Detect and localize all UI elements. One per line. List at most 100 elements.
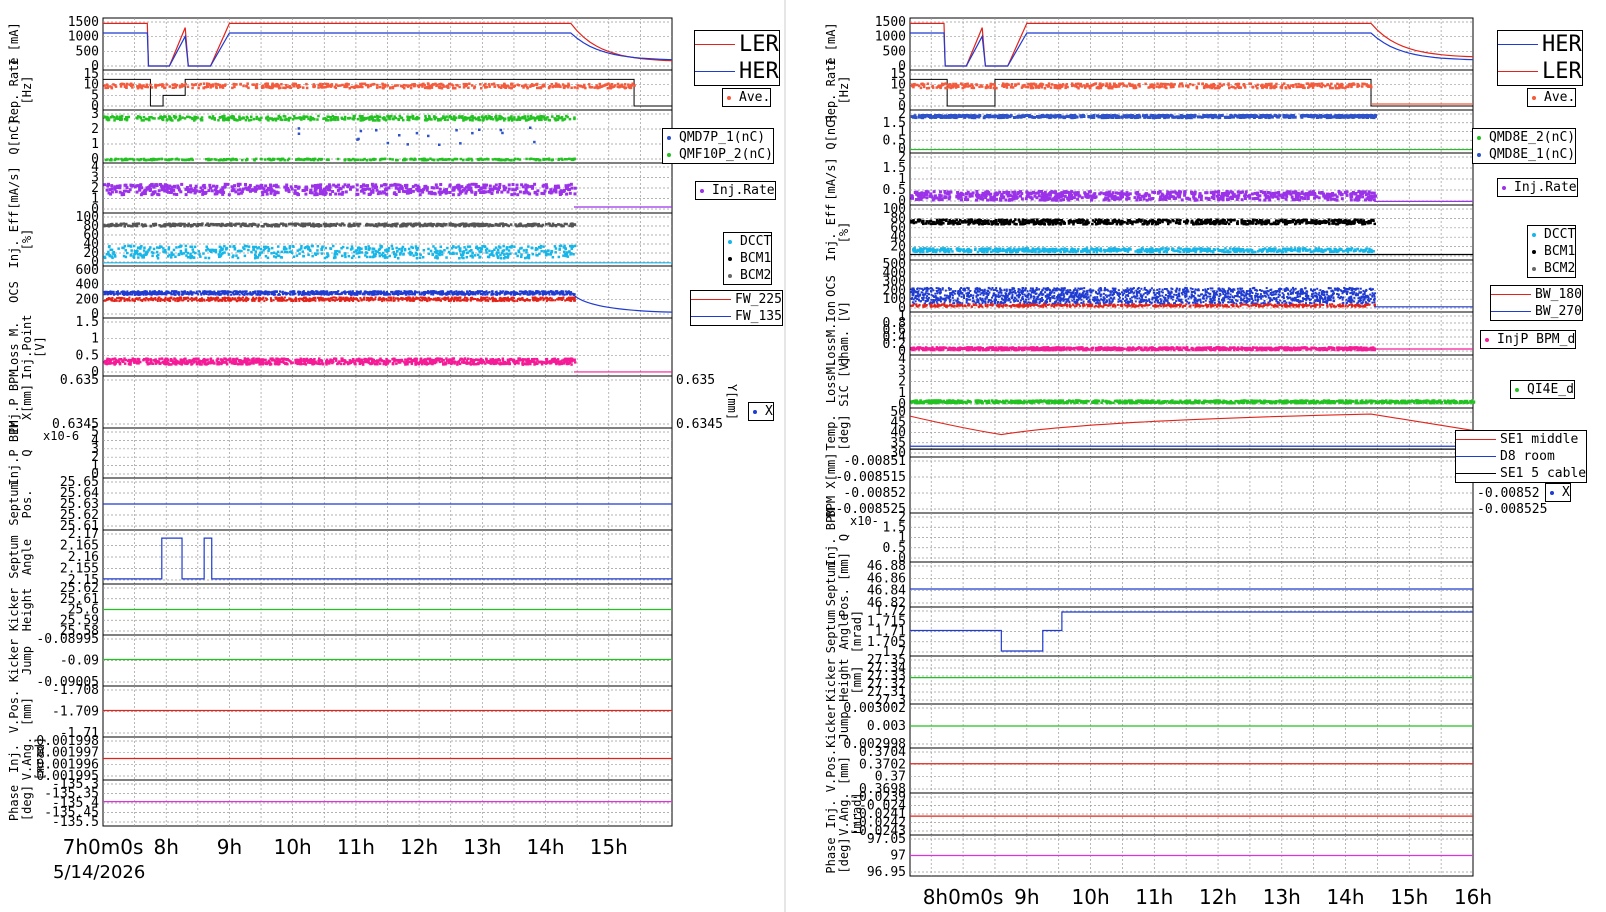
qmd7p-charge-point (309, 118, 312, 122)
ave-rate-point (221, 86, 225, 89)
eff-dcct-point (410, 251, 414, 255)
eff-dcct-point (435, 251, 438, 255)
eff-bcm-point (201, 222, 204, 225)
eff-dcct-point (162, 247, 165, 250)
qmd7p-charge-point (225, 117, 228, 120)
y-axis-label: Phase (824, 837, 838, 873)
eff-dcct-point (306, 245, 309, 248)
ocs-fw135-point (304, 293, 307, 296)
eff-dcct-point (542, 245, 545, 248)
eff-dcct-point (461, 253, 465, 256)
inj-rate-point (370, 182, 374, 186)
eff-dcct-point (496, 248, 500, 251)
qmd7p-charge-point (246, 116, 249, 120)
eff-bcm-point (304, 222, 307, 226)
inj-rate-point (570, 186, 574, 190)
ave-rate-point (618, 85, 621, 88)
eff-dcct-point (572, 253, 575, 256)
eff-dcct-point (434, 256, 437, 259)
ave-rate-point (204, 86, 207, 89)
eff-bcm-point (451, 222, 454, 226)
eff-dcct-point (469, 254, 472, 258)
qmf10p-charge-point (421, 158, 424, 162)
qmd7p-charge-point (370, 117, 374, 121)
qmf10p-charge (104, 157, 576, 162)
eff-dcct-point (419, 253, 422, 256)
y-tick-label: 2 (898, 150, 906, 165)
qmd7p-charge-point (329, 116, 332, 119)
inj-rate-point (309, 188, 313, 192)
eff-bcm-point (325, 224, 329, 228)
inj-rate-point (448, 191, 452, 194)
ave-rate-point (507, 85, 510, 88)
inj-rate-point (153, 190, 157, 194)
ave-rate-point (451, 84, 455, 87)
rep-rate-set-line (103, 78, 672, 107)
ave-rate-point (110, 86, 113, 89)
eff-bcm-point (412, 224, 415, 227)
ocs-fw135-point (241, 293, 244, 296)
eff-dcct-point (192, 256, 195, 259)
eff-bcm-point (107, 225, 111, 228)
eff-bcm-point (487, 224, 490, 228)
eff-dcct-point (465, 248, 468, 251)
inj-rate-point (207, 189, 211, 193)
ave-rate-point (439, 85, 442, 89)
qmd7p-charge-point (462, 119, 465, 122)
qmd7p-charge-point (267, 119, 270, 122)
ave-rate-point (131, 83, 135, 87)
inj-rate-point (319, 183, 323, 187)
inj-rate-point (332, 183, 336, 187)
ave-rate-point (581, 85, 585, 89)
inj-rate-point (105, 188, 109, 192)
eff-dcct-point (457, 245, 460, 248)
qmd7p-charge-point (331, 118, 335, 121)
eff-bcm-point (541, 223, 545, 227)
eff-dcct-point (152, 247, 156, 251)
y-tick-label: 1 (898, 309, 906, 324)
qmd7p-charge-point (334, 118, 337, 122)
y-tick-label: 1 (898, 172, 906, 187)
eff-bcm-point (311, 224, 314, 227)
inj-rate-point (261, 190, 265, 194)
inj-rate-point (484, 190, 488, 194)
y-axis-label: cham. [V] (837, 301, 851, 366)
inj-rate-point (301, 189, 305, 192)
ocs-fw135-point (495, 292, 498, 295)
y-axis-label: [mm] (20, 697, 34, 726)
inj-rate-point (125, 186, 129, 189)
qmd7p-charge-point (423, 118, 427, 122)
ocs-fw135-point (439, 290, 442, 293)
eff-dcct-point (214, 248, 218, 252)
inj-rate-point (284, 188, 288, 192)
inj-rate-point (511, 183, 515, 186)
inj-rate-point (464, 191, 468, 195)
inj-rate-point (179, 190, 183, 194)
qmd7p-charge-point (325, 119, 328, 122)
eff-dcct-point (112, 252, 115, 256)
ave-rate-point (194, 83, 197, 86)
ave-rate-point (386, 84, 389, 87)
ocs-fw135-point (132, 290, 135, 293)
y-tick-label: 0 (898, 249, 906, 264)
ave-rate-point (597, 86, 600, 89)
qmf10p-charge-point (573, 157, 576, 160)
inj-rate-point (168, 184, 172, 188)
y-axis-label: [%] (837, 222, 851, 244)
qmf10p-charge-point (532, 157, 536, 161)
eff-dcct-point (311, 254, 314, 258)
ave-rate-point (628, 86, 631, 89)
eff-dcct-point (290, 250, 293, 253)
ave-rate-point (149, 83, 152, 87)
qmf10p-charge-point (506, 158, 509, 161)
qmd7p-charge-point (468, 116, 471, 120)
inj-rate-point (439, 191, 443, 195)
eff-bcm-point (328, 224, 331, 227)
ocs-fw135-point (338, 293, 341, 296)
eff-dcct-point (221, 247, 224, 251)
ave-rate-point (125, 84, 128, 87)
eff-dcct-point (459, 249, 462, 253)
ocs-fw135-point (380, 290, 382, 293)
eff-dcct-point (155, 250, 159, 254)
